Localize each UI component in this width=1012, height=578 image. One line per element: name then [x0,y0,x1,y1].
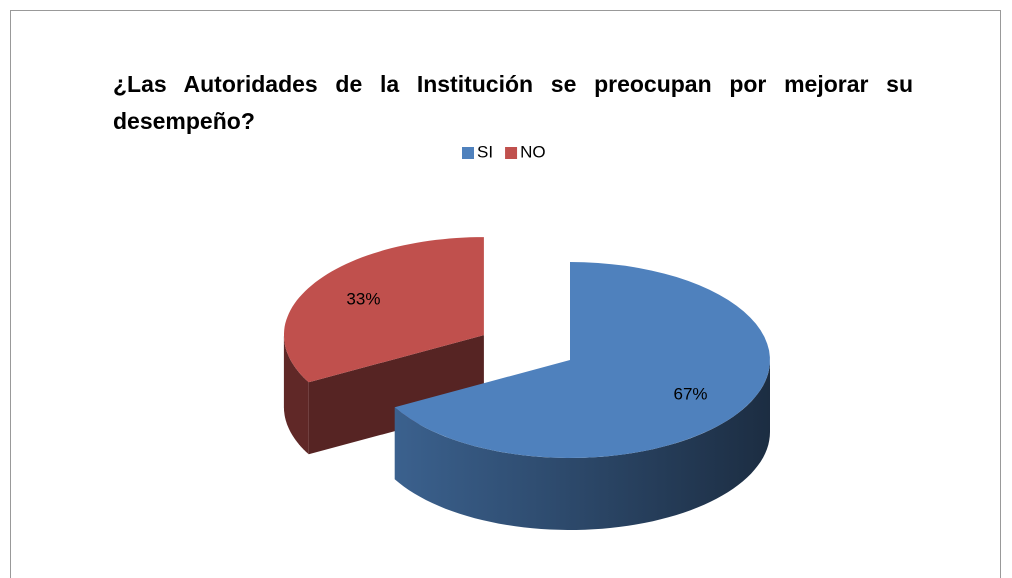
slice [284,237,484,383]
slice-side [283,335,309,455]
data-label: 33% [346,290,380,309]
slice [394,262,770,458]
slice-side [394,360,770,530]
legend-swatch [462,147,474,159]
slice-face [308,335,484,455]
data-label: 67% [673,384,707,403]
legend-label: NO [520,142,546,161]
chart-title: ¿Las Autoridades de la Institución se pr… [113,71,913,134]
legend-label: SI [477,142,493,161]
legend: SI NO [462,142,546,161]
legend-swatch [505,147,518,159]
chart-frame [10,10,1001,578]
